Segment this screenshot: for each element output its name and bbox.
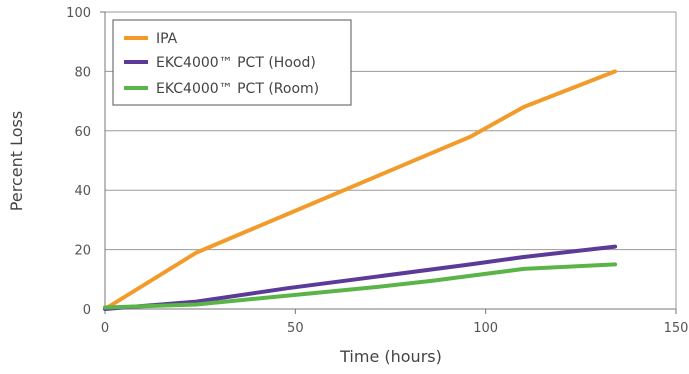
series-line-hood <box>103 244 618 311</box>
y-tick-label: 20 <box>74 244 91 259</box>
x-tick-label: 50 <box>287 321 304 336</box>
x-tick-label: 100 <box>473 321 498 336</box>
legend-box <box>112 19 352 106</box>
legend-label-ipa: IPA <box>156 31 178 47</box>
y-tick-label: 0 <box>83 303 91 318</box>
legend-label-hood: EKC4000™ PCT (Hood) <box>156 55 316 71</box>
series-line-ipa <box>103 69 618 311</box>
tick-labels: 0 20 40 60 80 100 0 50 100 150 <box>66 6 688 336</box>
x-axis-title: Time (hours) <box>339 347 442 366</box>
series-line-room <box>103 262 618 310</box>
y-tick-label: 40 <box>74 184 91 199</box>
x-tick-label: 0 <box>101 321 109 336</box>
legend-label-room: EKC4000™ PCT (Room) <box>156 81 319 97</box>
x-tick-label: 150 <box>664 321 689 336</box>
y-tick-label: 100 <box>66 6 91 21</box>
y-tick-label: 60 <box>74 125 91 140</box>
series-lines <box>103 69 618 311</box>
legend: IPA EKC4000™ PCT (Hood) EKC4000™ PCT (Ro… <box>112 19 352 106</box>
y-tick-label: 80 <box>74 65 91 80</box>
y-axis-title: Percent Loss <box>7 111 26 211</box>
